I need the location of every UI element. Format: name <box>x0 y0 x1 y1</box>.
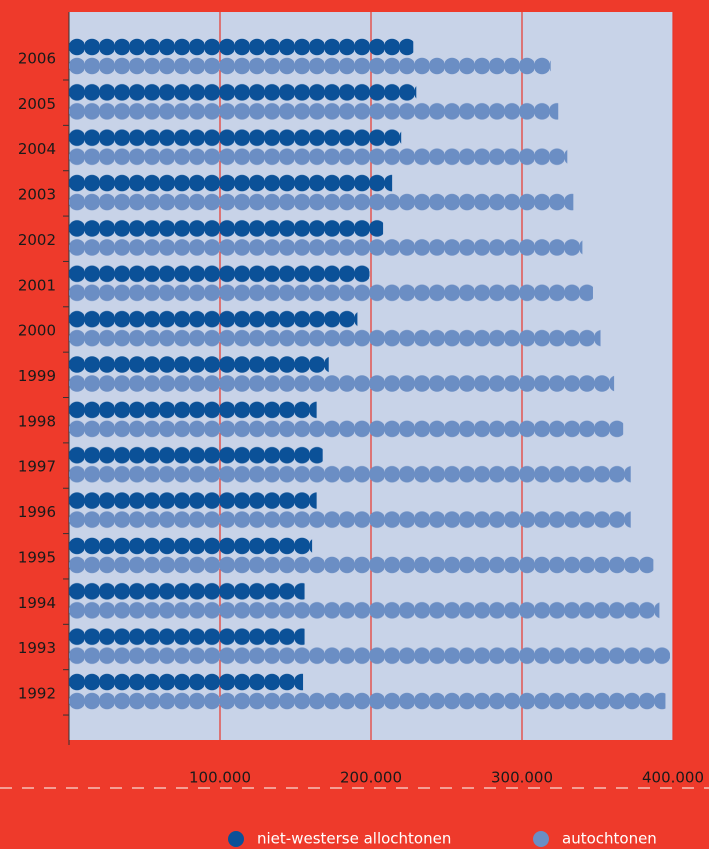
bar <box>69 446 323 464</box>
bar <box>69 465 631 483</box>
bar <box>69 38 414 56</box>
legend-marker <box>228 831 244 847</box>
bar <box>69 219 384 237</box>
bar <box>69 673 304 691</box>
bar <box>69 511 631 529</box>
y-tick-label: 1992 <box>18 685 56 703</box>
y-tick-label: 1996 <box>18 503 56 521</box>
y-tick-label: 1999 <box>18 367 56 385</box>
bar <box>69 329 601 347</box>
bar <box>69 601 660 619</box>
bar <box>69 265 370 283</box>
bar <box>69 356 329 374</box>
bar <box>69 57 551 75</box>
bar <box>69 284 593 302</box>
bar <box>69 148 568 166</box>
bar <box>69 375 615 393</box>
bar <box>69 556 654 574</box>
y-tick-label: 2004 <box>18 140 56 158</box>
bar <box>69 537 313 555</box>
y-tick-label: 1993 <box>18 639 56 657</box>
bar <box>69 401 317 419</box>
x-tick-label: 100.000 <box>189 769 251 787</box>
y-tick-label: 2006 <box>18 50 56 68</box>
bar <box>69 238 583 256</box>
y-tick-label: 1995 <box>18 548 56 566</box>
bar <box>69 692 666 710</box>
legend-label: niet-westerse allochtonen <box>257 830 451 848</box>
y-tick-label: 2000 <box>18 322 56 340</box>
bar <box>69 310 358 328</box>
bar <box>69 174 393 192</box>
legend-marker <box>533 831 549 847</box>
y-tick-label: 2005 <box>18 95 56 113</box>
y-tick-label: 1994 <box>18 594 56 612</box>
x-tick-label: 400.000 <box>642 769 704 787</box>
y-tick-label: 1997 <box>18 458 56 476</box>
bar <box>69 102 559 120</box>
y-tick-label: 1998 <box>18 412 56 430</box>
y-tick-label: 2001 <box>18 276 56 294</box>
x-tick-label: 200.000 <box>340 769 402 787</box>
y-tick-label: 2003 <box>18 186 56 204</box>
bar <box>69 628 305 646</box>
bar <box>69 83 417 101</box>
bar <box>69 582 305 600</box>
bar <box>69 193 574 211</box>
bar <box>69 492 317 510</box>
x-tick-label: 300.000 <box>491 769 553 787</box>
bar <box>69 420 624 438</box>
legend-label: autochtonen <box>562 830 657 848</box>
bar <box>69 647 670 665</box>
bar <box>69 129 402 147</box>
y-tick-label: 2002 <box>18 231 56 249</box>
